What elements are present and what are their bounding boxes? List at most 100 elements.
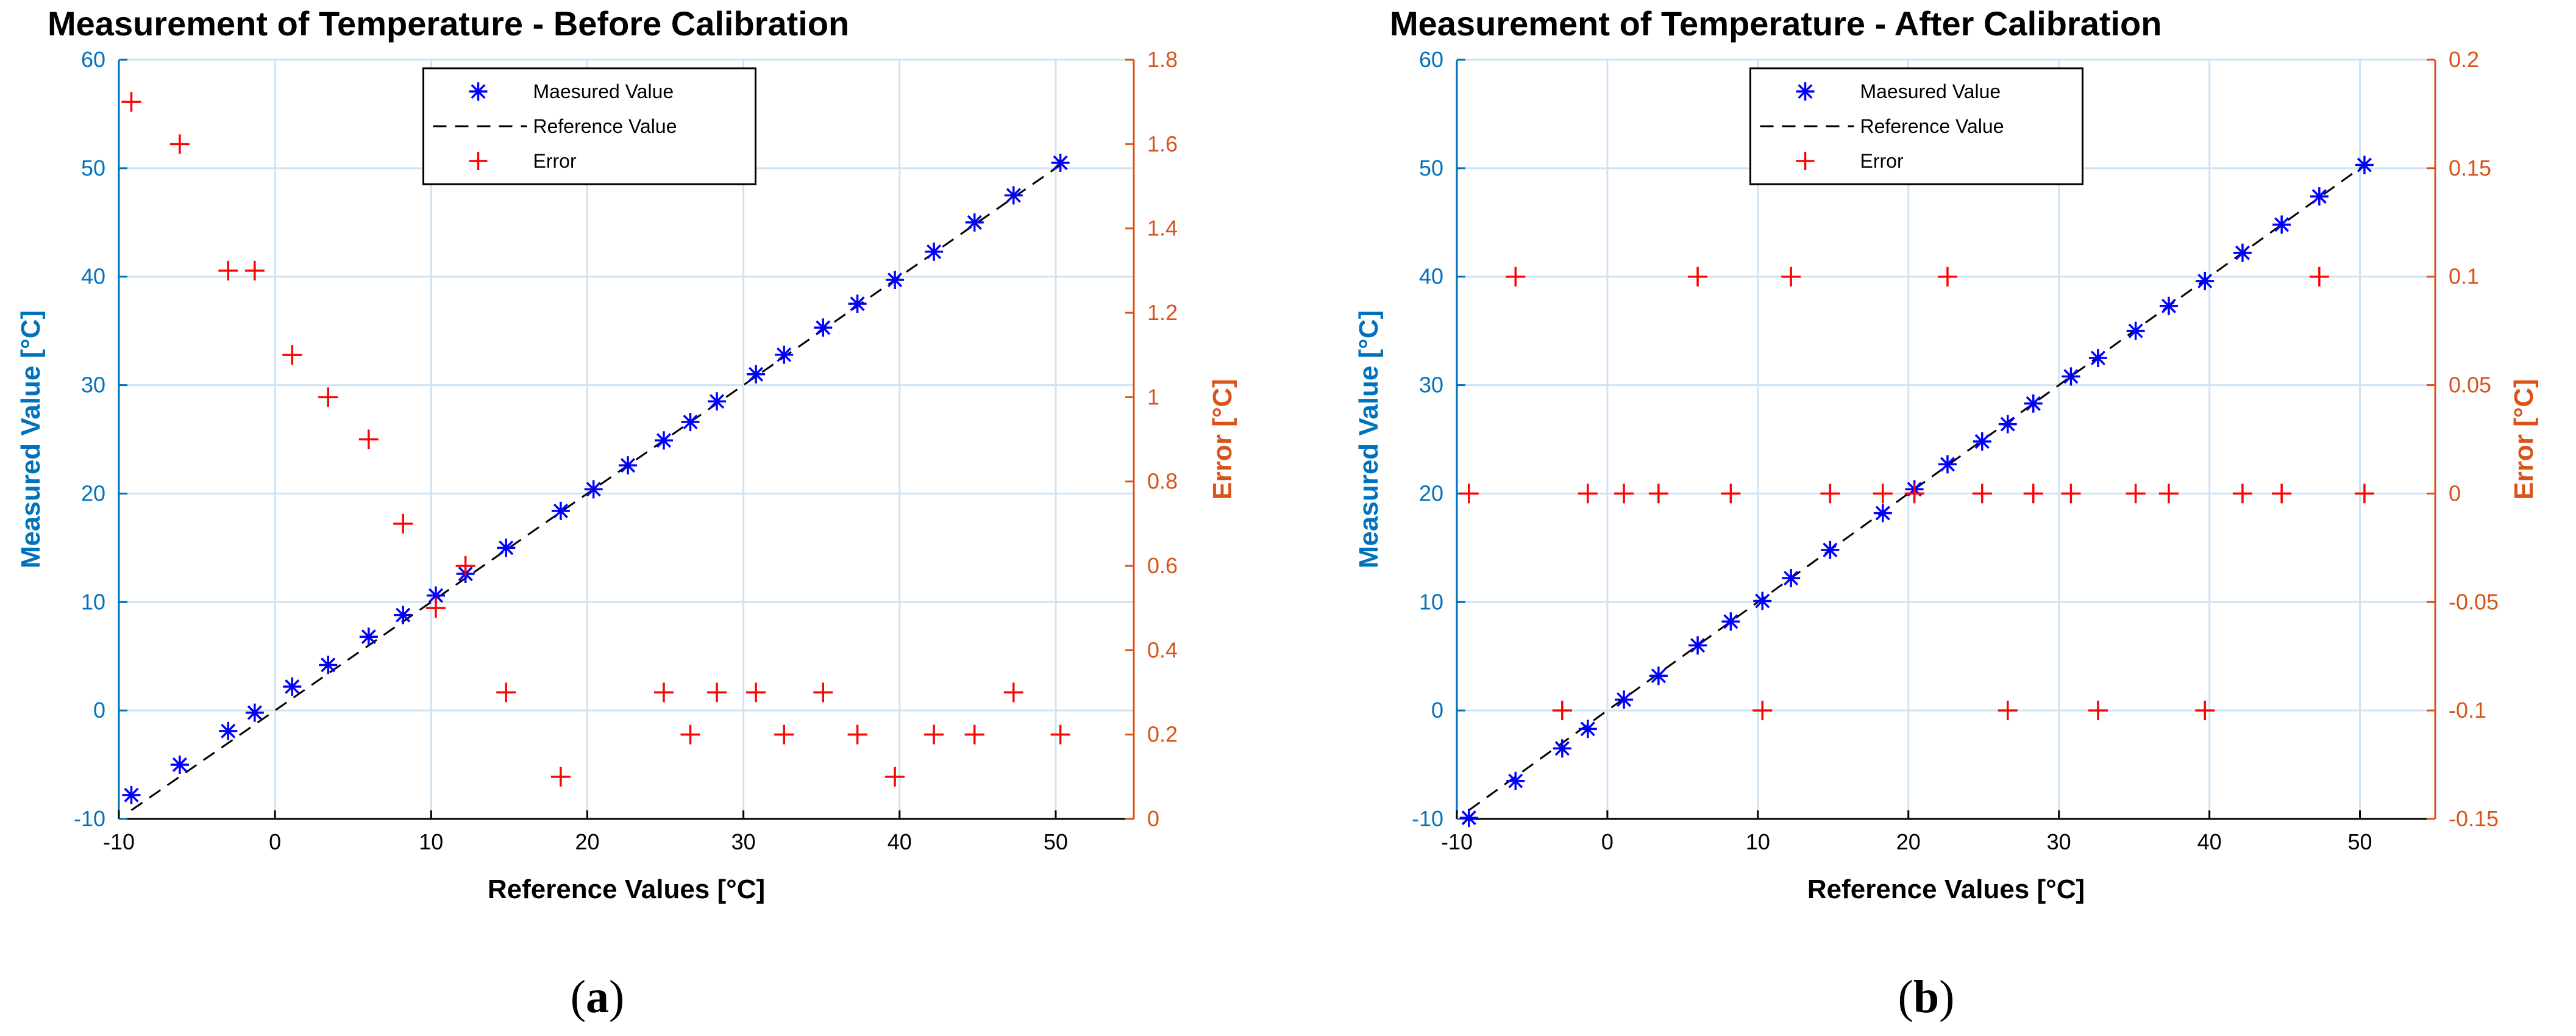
y2-tick-label: 0.2 [2449,47,2479,72]
y2-tick-label: -0.15 [2449,806,2499,831]
y2-tick-label: 0.2 [1147,722,1178,747]
y2-tick-label: 1.8 [1147,47,1178,72]
error-point [1972,484,1992,504]
legend-marker-error [1796,152,1815,170]
x-tick-label: 40 [2197,829,2222,854]
measured-point [654,431,673,450]
y-tick-label: 10 [1419,589,1443,614]
measured-point [814,318,833,337]
error-point [707,682,727,702]
x-tick-label: 20 [1896,829,1921,854]
error-point [1459,484,1479,504]
error-point [282,345,302,365]
measured-point [2159,296,2178,315]
error-point [2088,701,2108,721]
legend-label-error: Error [1860,150,1904,172]
error-point [1998,701,2018,721]
panel-caption: (b) [1898,971,1955,1023]
measured-point [122,785,141,804]
y2-tick-label: 0.05 [2449,373,2491,398]
error-point [1781,266,1801,287]
error-point [813,682,833,702]
y-tick-label: 20 [1419,480,1443,505]
measured-point [1553,739,1571,758]
error-point [1688,266,1708,287]
measured-point [170,756,189,774]
error-point [1937,266,1957,287]
measured-point [747,365,766,384]
y-tick-label: 30 [1419,373,1443,398]
error-point [1552,701,1572,721]
y-tick-label: 50 [81,155,105,180]
error-point [1003,682,1023,702]
error-point [455,556,475,576]
measured-point [1998,415,2017,434]
legend-label-reference: Reference Value [1860,115,2004,137]
measured-point [1506,771,1525,790]
measured-point [245,703,264,722]
measured-point [1459,809,1478,827]
error-point [680,724,700,745]
error-point [2023,484,2043,504]
error-point [885,766,905,787]
measured-point [1753,591,1772,610]
error-point [169,134,190,154]
x-tick-label: -10 [103,829,135,854]
y2-tick-label: 0.6 [1147,553,1178,578]
measured-point [319,656,338,674]
chart-panel-a: -10 0 10 20 30 40 50 -10 0 10 20 30 40 50 60 0 0.2 0.4 0.6… [16,4,1237,1023]
error-point [2061,484,2081,504]
y-tick-label: 10 [81,589,105,614]
legend-label-measured: Maesured Value [533,80,674,102]
error-point [2354,484,2374,504]
y-tick-label: 0 [1431,698,1443,723]
legend: Maesured Value Reference Value Error [422,67,756,185]
y2-axis-label: Error [°C] [2509,379,2539,500]
measured-point [426,586,445,605]
panel-caption: (a) [571,971,625,1023]
reference-line [130,164,1061,812]
error-point [774,724,794,745]
measured-point [394,606,413,624]
error-point [1506,266,1526,287]
measured-point [584,480,603,499]
y2-tick-label: 0.15 [2449,155,2491,180]
error-point [1721,484,1741,504]
x-tick-label: -10 [1441,829,1473,854]
error-point [964,724,984,745]
y-tick-label: 30 [81,373,105,398]
measured-point [2062,367,2080,386]
legend-label-reference: Reference Value [533,115,677,137]
measured-point [1873,504,1892,523]
measured-point [1782,569,1801,588]
measured-point [925,242,944,261]
y2-tick-label: 0.4 [1147,637,1178,662]
measured-point [497,538,516,557]
measured-point [886,271,905,290]
legend-marker-error [469,152,488,170]
x-tick-label: 50 [2348,829,2372,854]
error-point [653,682,674,702]
y2-tick-label: 0 [2449,480,2461,505]
error-point [318,387,338,407]
y2-tick-label: 0.8 [1147,469,1178,494]
x-tick-label: 10 [419,829,443,854]
y-tick-label: 0 [93,698,105,723]
measured-point [2024,394,2043,413]
error-point [550,766,571,787]
y-tick-label: 40 [81,264,105,289]
error-point [1820,484,1840,504]
legend-marker-measured [469,82,488,101]
measured-point [1051,153,1070,172]
x-tick-label: 30 [731,829,756,854]
x-tick-label: 10 [1746,829,1770,854]
measured-point [1004,186,1023,205]
measured-point [619,456,638,475]
x-axis-label: Reference Values [°C] [488,874,765,904]
error-point [2309,266,2329,287]
error-point [2158,484,2179,504]
y2-tick-label: -0.05 [2449,589,2499,614]
measured-point [1721,612,1740,631]
y2-tick-label: 1.6 [1147,131,1178,156]
